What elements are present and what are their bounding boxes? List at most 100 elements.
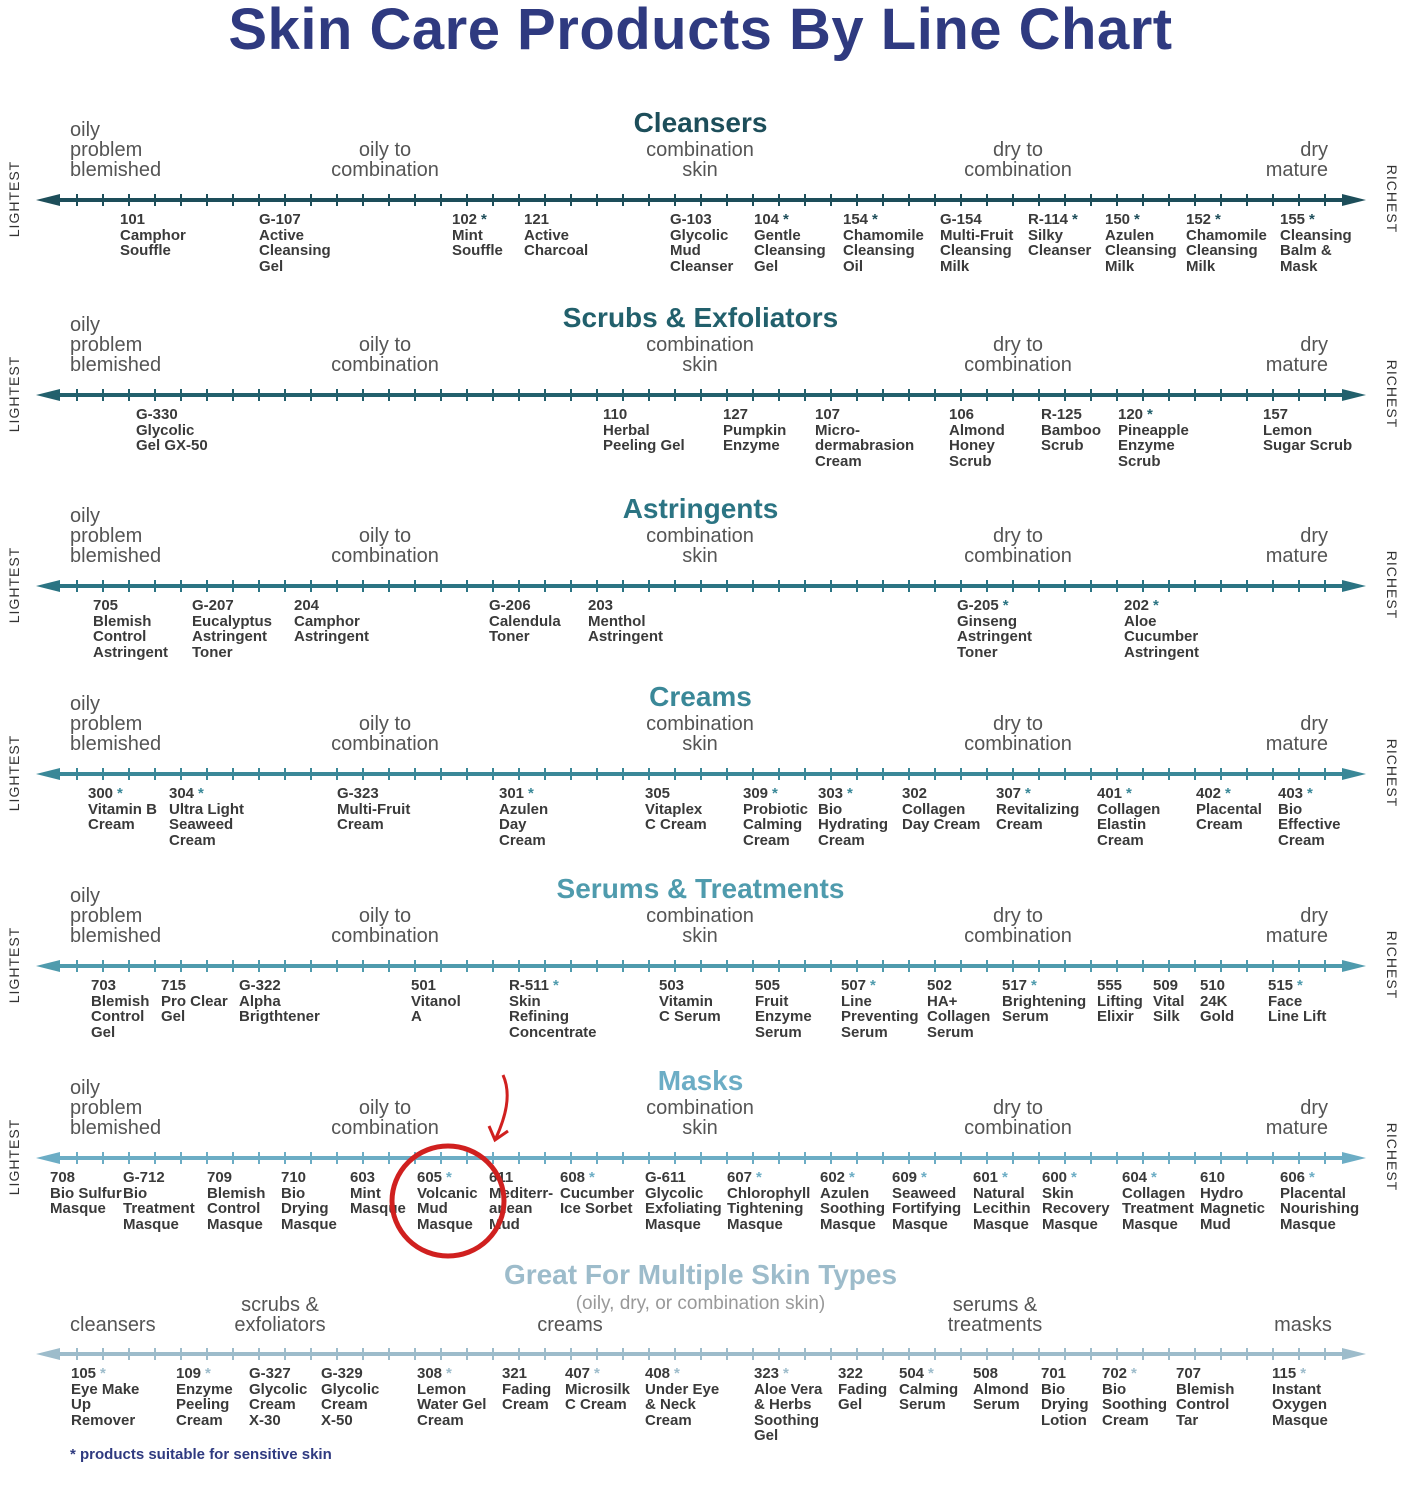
- sensitive-star: *: [446, 1365, 452, 1382]
- product-name: Vitamin B Cream: [88, 800, 157, 833]
- left-arrowhead-icon: [36, 1152, 60, 1164]
- sensitive-star: *: [674, 1365, 680, 1382]
- product-axis: [36, 389, 1366, 401]
- left-arrowhead-icon: [36, 768, 60, 780]
- skin-type-label: combination skin: [646, 1097, 754, 1139]
- sensitive-star: *: [205, 1365, 211, 1382]
- product-name: Bamboo Scrub: [1041, 421, 1101, 454]
- product-code: 502: [927, 977, 953, 994]
- product-item: 555 Lifting Elixir: [1097, 978, 1143, 1025]
- product-name: Azulen Cleansing Milk: [1105, 226, 1177, 275]
- product-code: 508: [973, 1365, 999, 1382]
- product-name: Collagen Treatment Masque: [1122, 1184, 1194, 1233]
- product-item: 401 * Collagen Elastin Cream: [1097, 786, 1160, 848]
- richest-label: RICHEST: [1384, 930, 1400, 1000]
- lightest-label: LIGHTEST: [6, 926, 22, 1004]
- sensitive-star: *: [528, 785, 534, 802]
- product-code: 321: [502, 1365, 528, 1382]
- skin-type-label: combination skin: [646, 334, 754, 376]
- product-item: 322 Fading Gel: [838, 1366, 887, 1413]
- sensitive-star: *: [1126, 785, 1132, 802]
- lightest-label: LIGHTEST: [6, 546, 22, 624]
- product-item: 611 Mediterr- anean Mud: [489, 1170, 553, 1232]
- product-name: Glycolic Mud Cleanser: [670, 226, 734, 275]
- product-item: 515 * Face Line Lift: [1268, 978, 1326, 1025]
- section-astringents: Astringents oily problem blemished oily to…: [0, 0, 1401, 660]
- product-name: Pineapple Enzyme Scrub: [1118, 421, 1189, 470]
- category-label: masks: [1274, 1314, 1332, 1336]
- product-item: 710 Bio Drying Masque: [281, 1170, 337, 1232]
- product-name: Calendula Toner: [489, 612, 561, 645]
- product-item: 610 Hydro Magnetic Mud: [1200, 1170, 1265, 1232]
- product-code: G-330: [136, 406, 178, 423]
- sensitive-star: *: [1225, 785, 1231, 802]
- left-arrowhead-icon: [36, 580, 60, 592]
- sensitive-star: *: [1309, 1169, 1315, 1186]
- product-item: 203 Menthol Astringent: [588, 598, 663, 645]
- product-name: Skin Recovery Masque: [1042, 1184, 1110, 1233]
- section-creams: Creams oily problem blemished oily to comb…: [0, 0, 1401, 848]
- product-code: R-125: [1041, 406, 1082, 423]
- left-arrowhead-icon: [36, 960, 60, 972]
- product-code: G-329: [321, 1365, 363, 1382]
- product-item: 127 Pumpkin Enzyme: [723, 407, 786, 454]
- product-code: 515: [1268, 977, 1294, 994]
- sensitive-star: *: [1072, 211, 1078, 228]
- skin-type-label: dry to combination: [964, 334, 1072, 376]
- product-name: Ultra Light Seaweed Cream: [169, 800, 244, 849]
- left-arrowhead-icon: [36, 194, 60, 206]
- skin-type-label: combination skin: [646, 139, 754, 181]
- section-multiple-skin-types: Great For Multiple Skin Types (oily, dry,…: [0, 0, 1401, 1443]
- product-code: G-322: [239, 977, 281, 994]
- product-code: 710: [281, 1169, 307, 1186]
- product-name: Instant Oxygen Masque: [1272, 1380, 1328, 1429]
- right-arrowhead-icon: [1342, 768, 1366, 780]
- product-code: 605: [417, 1169, 443, 1186]
- product-code: 709: [207, 1169, 233, 1186]
- product-code: 555: [1097, 977, 1123, 994]
- sensitive-star: *: [756, 1169, 762, 1186]
- product-code: 202: [1124, 597, 1150, 614]
- section-title: Cleansers: [633, 107, 768, 138]
- product-item: 705 Blemish Control Astringent: [93, 598, 168, 660]
- product-code: 702: [1102, 1365, 1128, 1382]
- product-name: Mediterr- anean Mud: [489, 1184, 554, 1233]
- product-item: 110 Herbal Peeling Gel: [603, 407, 685, 454]
- product-code: 104: [754, 211, 780, 228]
- product-code: 401: [1097, 785, 1123, 802]
- product-item: 115 * Instant Oxygen Masque: [1272, 1366, 1328, 1428]
- product-name: Aloe Cucumber Astringent: [1124, 612, 1199, 661]
- product-code: 701: [1041, 1365, 1067, 1382]
- product-item: G-103 Glycolic Mud Cleanser: [670, 212, 733, 274]
- skin-type-label: dry to combination: [964, 139, 1072, 181]
- product-code: G-154: [940, 211, 982, 228]
- product-item: 502 HA+ Collagen Serum: [927, 978, 990, 1040]
- product-name: Face Line Lift: [1268, 992, 1327, 1025]
- product-name: Vitanol A: [411, 992, 461, 1025]
- skin-type-label: dry mature: [1265, 713, 1328, 755]
- product-item: G-154 Multi-Fruit Cleansing Milk: [940, 212, 1013, 274]
- product-code: 703: [91, 977, 117, 994]
- product-code: 109: [176, 1365, 202, 1382]
- product-name: Camphor Astringent: [294, 612, 369, 645]
- product-code: 505: [755, 977, 781, 994]
- product-name: Revitalizing Cream: [996, 800, 1080, 833]
- footnote: * products suitable for sensitive skin: [70, 1446, 332, 1463]
- product-item: 701 Bio Drying Lotion: [1041, 1366, 1089, 1428]
- product-name: 24K Gold: [1200, 992, 1235, 1025]
- product-item: 154 * Chamomile Cleansing Oil: [843, 212, 924, 274]
- sensitive-star: *: [1131, 1365, 1137, 1382]
- product-item: 120 * Pineapple Enzyme Scrub: [1118, 407, 1189, 469]
- richest-label: RICHEST: [1384, 359, 1400, 429]
- product-name: Brightening Serum: [1002, 992, 1087, 1025]
- product-name: Eye Make Up Remover: [71, 1380, 140, 1429]
- product-name: Micro- dermabrasion Cream: [815, 421, 915, 470]
- richest-label: RICHEST: [1384, 1122, 1400, 1192]
- product-item: 202 * Aloe Cucumber Astringent: [1124, 598, 1199, 660]
- product-code: 300: [88, 785, 114, 802]
- product-name: Fading Cream: [502, 1380, 552, 1413]
- skin-type-label: oily to combination: [331, 139, 439, 181]
- skin-type-label: dry to combination: [964, 713, 1072, 755]
- sensitive-star: *: [1297, 977, 1303, 994]
- product-item: 204 Camphor Astringent: [294, 598, 369, 645]
